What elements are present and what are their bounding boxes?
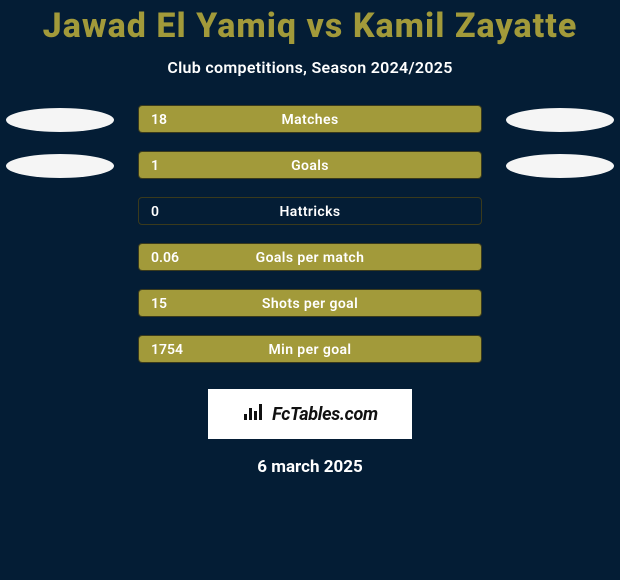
comparison-title: Jawad El Yamiq vs Kamil Zayatte — [0, 0, 620, 46]
stat-bar: 0Hattricks — [138, 197, 482, 225]
stat-bar: 1754Min per goal — [138, 335, 482, 363]
stat-row: 1754Min per goal — [0, 335, 620, 381]
stat-bar: 18Matches — [138, 105, 482, 133]
stat-row: 18Matches — [0, 105, 620, 151]
stat-label: Hattricks — [139, 198, 481, 226]
stat-bar: 0.06Goals per match — [138, 243, 482, 271]
chart-icon — [242, 402, 266, 426]
player-left-indicator — [6, 108, 114, 132]
stat-bar: 15Shots per goal — [138, 289, 482, 317]
player-left-indicator — [6, 154, 114, 178]
stat-row: 15Shots per goal — [0, 289, 620, 335]
stat-label: Goals — [139, 152, 481, 180]
stat-bar: 1Goals — [138, 151, 482, 179]
stat-label: Matches — [139, 106, 481, 134]
stat-row: 0Hattricks — [0, 197, 620, 243]
stat-label: Min per goal — [139, 336, 481, 364]
stat-row: 0.06Goals per match — [0, 243, 620, 289]
stat-label: Shots per goal — [139, 290, 481, 318]
logo-text: FcTables.com — [272, 404, 378, 425]
comparison-subtitle: Club competitions, Season 2024/2025 — [0, 58, 620, 77]
comparison-date: 6 march 2025 — [0, 457, 620, 477]
player-right-indicator — [506, 154, 614, 178]
stat-label: Goals per match — [139, 244, 481, 272]
stats-rows: 18Matches 1Goals 0Hattricks 0.06Goals per m… — [0, 105, 620, 381]
logo-box: FcTables.com — [208, 389, 412, 439]
player-right-indicator — [506, 108, 614, 132]
stat-row: 1Goals — [0, 151, 620, 197]
